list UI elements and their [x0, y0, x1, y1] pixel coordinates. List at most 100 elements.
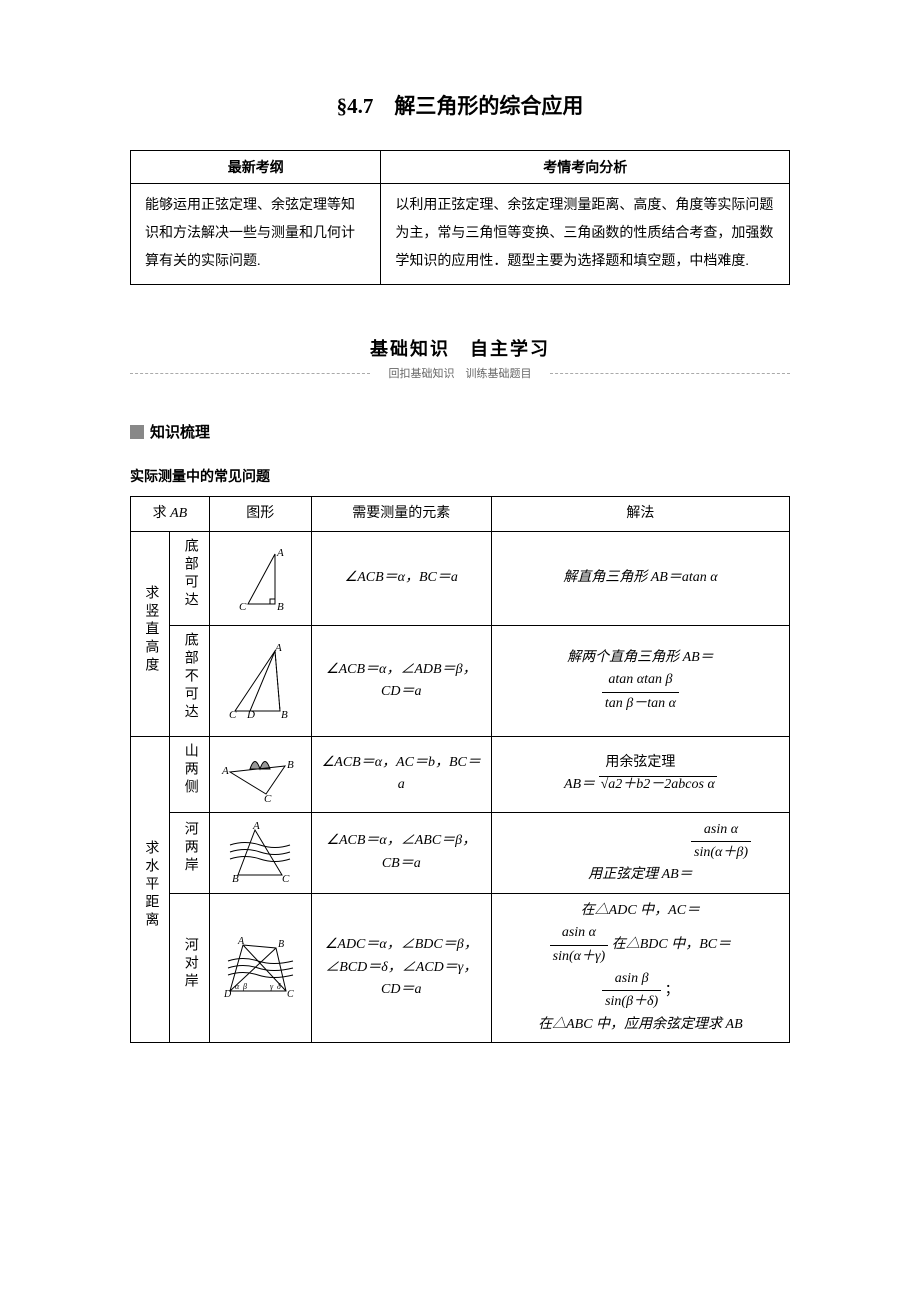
svg-text:C: C	[287, 989, 294, 1000]
subgroup-cell: 河两岸	[170, 812, 209, 893]
solution-cell: asin α sin(α＋β) 用正弦定理 AB＝	[491, 812, 789, 893]
figure-cell: A B C	[209, 532, 311, 625]
frac-den: sin(α＋β)	[691, 842, 751, 864]
elements-cell: ∠ACB＝α，∠ABC＝β，CB＝a	[311, 812, 491, 893]
subgroup-label: 河两岸	[178, 821, 200, 875]
svg-text:D: D	[246, 709, 255, 721]
frac2-num: asin β	[602, 968, 661, 991]
elem-text: ∠ACB＝α，∠ABC＝β，CB＝a	[326, 833, 476, 870]
solution-cell: 在△ADC 中，AC＝ asin α sin(α＋γ) 在△BDC 中，BC＝ …	[491, 893, 789, 1042]
figure-cell: A B C D α β γ δ	[209, 893, 311, 1042]
subgroup-cell: 山两侧	[170, 737, 209, 812]
fraction1: asin α sin(α＋γ)	[550, 922, 609, 968]
figure-cell: A B C D	[209, 625, 311, 736]
problem-heading: 实际测量中的常见问题	[130, 466, 790, 486]
subgroup-label: 山两侧	[178, 743, 200, 797]
knowledge-heading-text: 知识梳理	[150, 421, 210, 442]
th-figure: 图形	[209, 497, 311, 532]
grey-box-icon	[130, 425, 144, 439]
river-bank-icon: A B C	[220, 820, 300, 885]
subgroup-cell: 底部可达	[170, 532, 209, 625]
frac1-num: asin α	[550, 922, 609, 945]
frac-den: tan β－tan α	[602, 693, 679, 715]
fraction: asin α sin(α＋β)	[691, 819, 751, 865]
page-title: §4.7 解三角形的综合应用	[130, 90, 790, 120]
sol-text2: AB＝	[564, 777, 595, 792]
frac2-den: sin(β＋δ)	[602, 991, 661, 1013]
syllabus-cell-2: 以利用正弦定理、余弦定理测量距离、高度、角度等实际问题为主，常与三角恒等变换、三…	[381, 184, 790, 285]
svg-text:γ: γ	[270, 982, 274, 991]
svg-text:C: C	[282, 873, 290, 885]
figure-cell: A B C	[209, 812, 311, 893]
elem-text: ∠ACB＝α，BC＝a	[345, 570, 458, 585]
sol-l1: 在△ADC 中，AC＝	[581, 903, 700, 918]
sqrt-expr: √a2＋b2－2abcos α	[599, 776, 717, 792]
subgroup-label: 底部不可达	[178, 632, 200, 722]
th-ab: 求 AB	[131, 497, 210, 532]
syllabus-table: 最新考纲 考情考向分析 能够运用正弦定理、余弦定理等知识和方法解决一些与测量和几…	[130, 150, 790, 285]
svg-text:A: A	[237, 936, 245, 947]
fraction2: asin β sin(β＋δ)	[602, 968, 661, 1014]
solution-cell: 解直角三角形 AB＝atan α	[491, 532, 789, 625]
elem-text: ∠ACB＝α，AC＝b，BC＝a	[322, 755, 481, 792]
elem-text: ∠ACB＝α，∠ADB＝β，CD＝a	[326, 662, 477, 699]
sol-text: 解直角三角形 AB＝atan α	[563, 570, 717, 585]
subgroup-cell: 河对岸	[170, 893, 209, 1042]
group-horizontal-dist: 求水平距离	[131, 737, 170, 1043]
svg-text:D: D	[223, 989, 232, 1000]
subgroup-label: 河对岸	[178, 937, 200, 991]
elements-cell: ∠ACB＝α，∠ADB＝β，CD＝a	[311, 625, 491, 736]
svg-text:B: B	[281, 709, 288, 721]
section-banner: 基础知识 自主学习	[130, 335, 790, 361]
sol-text1: 用余弦定理	[605, 755, 675, 770]
table-row: 河两岸 A B C ∠ACB＝α，∠ABC＝β，CB＝a asin α sin(…	[131, 812, 790, 893]
subgroup-cell: 底部不可达	[170, 625, 209, 736]
th-ab-t1: 求	[153, 506, 167, 521]
river-opposite-icon: A B C D α β γ δ	[218, 933, 303, 1003]
svg-text:C: C	[264, 793, 272, 804]
svg-text:δ: δ	[277, 982, 281, 991]
th-solution: 解法	[491, 497, 789, 532]
figure-cell: A B C	[209, 737, 311, 812]
elements-cell: ∠ACB＝α，AC＝b，BC＝a	[311, 737, 491, 812]
th-ab-t2: AB	[170, 506, 187, 521]
svg-text:A: A	[274, 642, 282, 654]
group-label-2: 求水平距离	[139, 840, 161, 930]
svg-text:A: A	[252, 820, 260, 832]
table-row: 底部不可达 A B C D ∠ACB＝α，∠ADB＝β，CD＝a 解两个直角三角…	[131, 625, 790, 736]
triangle-right-icon: A B C	[230, 544, 290, 614]
sol-l4: 在△ABC 中，应用余弦定理求 AB	[538, 1017, 743, 1032]
group-label-1: 求竖直高度	[139, 585, 161, 675]
syllabus-header-1: 最新考纲	[131, 151, 381, 184]
th-elements: 需要测量的元素	[311, 497, 491, 532]
frac-num: asin α	[691, 819, 751, 842]
svg-text:B: B	[232, 873, 239, 885]
svg-text:A: A	[276, 547, 284, 559]
triangle-two-icon: A B C D	[225, 641, 295, 721]
mountain-triangle-icon: A B C	[220, 744, 300, 804]
solution-cell: 用余弦定理 AB＝ √a2＋b2－2abcos α	[491, 737, 789, 812]
syllabus-header-2: 考情考向分析	[381, 151, 790, 184]
svg-text:B: B	[277, 601, 284, 613]
sol-l2: 在△BDC 中，BC＝	[612, 937, 731, 952]
svg-text:A: A	[221, 765, 229, 777]
table-row: 河对岸 A B C D α β γ δ ∠ADC＝α，∠BDC＝β，∠BCD＝δ…	[131, 893, 790, 1042]
elem-text: ∠ADC＝α，∠BDC＝β，∠BCD＝δ，∠ACD＝γ，CD＝a	[325, 937, 478, 997]
svg-text:β: β	[242, 982, 247, 991]
frac1-den: sin(α＋γ)	[550, 946, 609, 968]
syllabus-cell-1: 能够运用正弦定理、余弦定理等知识和方法解决一些与测量和几何计算有关的实际问题.	[131, 184, 381, 285]
fraction: atan αtan β tan β－tan α	[602, 669, 679, 715]
solution-cell: 解两个直角三角形 AB＝ atan αtan β tan β－tan α	[491, 625, 789, 736]
sol-l3: ；	[665, 983, 679, 998]
main-table: 求 AB 图形 需要测量的元素 解法 求竖直高度 底部可达 A B C ∠ACB…	[130, 496, 790, 1043]
section-subtitle: 回扣基础知识 训练基础题目	[130, 365, 790, 381]
svg-text:α: α	[235, 982, 240, 991]
frac-num: atan αtan β	[602, 669, 679, 692]
svg-text:C: C	[239, 601, 247, 613]
svg-text:B: B	[278, 939, 284, 950]
svg-text:C: C	[229, 709, 237, 721]
sol-text: 解两个直角三角形 AB＝	[567, 650, 714, 665]
svg-text:B: B	[287, 759, 294, 771]
table-header-row: 求 AB 图形 需要测量的元素 解法	[131, 497, 790, 532]
sol-text: 用正弦定理 AB＝	[588, 867, 693, 882]
